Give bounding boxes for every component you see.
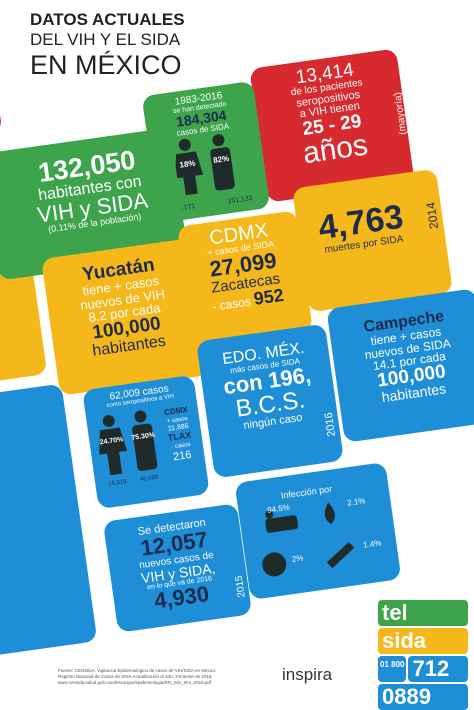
header-line: EN MÉXICO [30, 50, 182, 80]
deco-tile [0, 37, 3, 138]
tile: 4,763 muertes por SIDA 2014 [292, 168, 453, 313]
people-icons: 24.70% 75.30% 15,319 46,690 CDMX + casos… [99, 405, 192, 488]
text: 15,319 [108, 479, 128, 488]
text: - casos [171, 442, 191, 451]
text: + casos [167, 416, 188, 425]
text: 151,133 [227, 194, 254, 206]
deco-tile [0, 262, 48, 390]
pct: 82% [213, 154, 230, 165]
infection-icons: Infección por 94.5% 2.1% 2% 1.4% [262, 484, 382, 577]
text: 0889 [378, 684, 468, 710]
text: 11,886 [168, 423, 190, 433]
tile: Campeche tiene + casos nuevos de SIDA 14… [326, 288, 474, 443]
header: DATOS ACTUALES DEL VIH Y EL SIDA EN MÉXI… [30, 10, 185, 81]
header-line: DEL VIH Y EL SIDA [30, 30, 181, 49]
text: 2% [291, 553, 304, 564]
text: 2014 [423, 201, 442, 230]
text: 712 [408, 656, 468, 682]
pct: 24.70% [99, 436, 124, 446]
pct: 18% [179, 158, 196, 169]
text: Infección por [280, 484, 332, 501]
deco-tile [0, 383, 98, 661]
text: 01 800 [378, 656, 407, 682]
tile: Se detectaron 12,057 nuevos casos de VIH… [102, 503, 253, 633]
text: sida [378, 628, 468, 654]
tile: 62,009 casos como seropositivos a VIH 24… [82, 374, 210, 510]
tile: Yucatán tiene + casos nuevos de VIH 8.2 … [41, 238, 209, 396]
pct: 75.30% [131, 432, 156, 442]
text: 2.1% [347, 496, 366, 507]
logo: tel sida 01 800 712 0889 [378, 600, 468, 710]
brand: inspira [282, 665, 333, 684]
text: Fuente: CENSIDA. Vigilancia Epidemiológi… [58, 668, 216, 673]
text: TLAX [167, 430, 192, 443]
text: 216 [172, 449, 192, 463]
text: 46,690 [140, 475, 160, 484]
text: - casos [211, 294, 252, 315]
source: Fuente: CENSIDA. Vigilancia Epidemiológi… [58, 668, 216, 686]
text: 94.5% [267, 503, 291, 515]
tile: 1983-2016 se han detectado 184,304 casos… [141, 80, 271, 224]
text: www.censida.salud.gob.mx/descargas/epide… [58, 679, 212, 685]
text: tel [378, 600, 468, 626]
header-line: DATOS ACTUALES [30, 10, 185, 29]
tile: Infección por 94.5% 2.1% 2% 1.4% [234, 461, 402, 601]
text: 952 [252, 285, 286, 310]
text: 1.4% [363, 538, 382, 549]
text: CDMX [164, 405, 189, 417]
tile: EDO. MÉX. más casos de SIDA con 196, B.C… [196, 323, 344, 479]
people-icons: 18% 82% [175, 133, 235, 195]
text: Registro Nacional de Casos de SIDA Actua… [58, 673, 213, 679]
